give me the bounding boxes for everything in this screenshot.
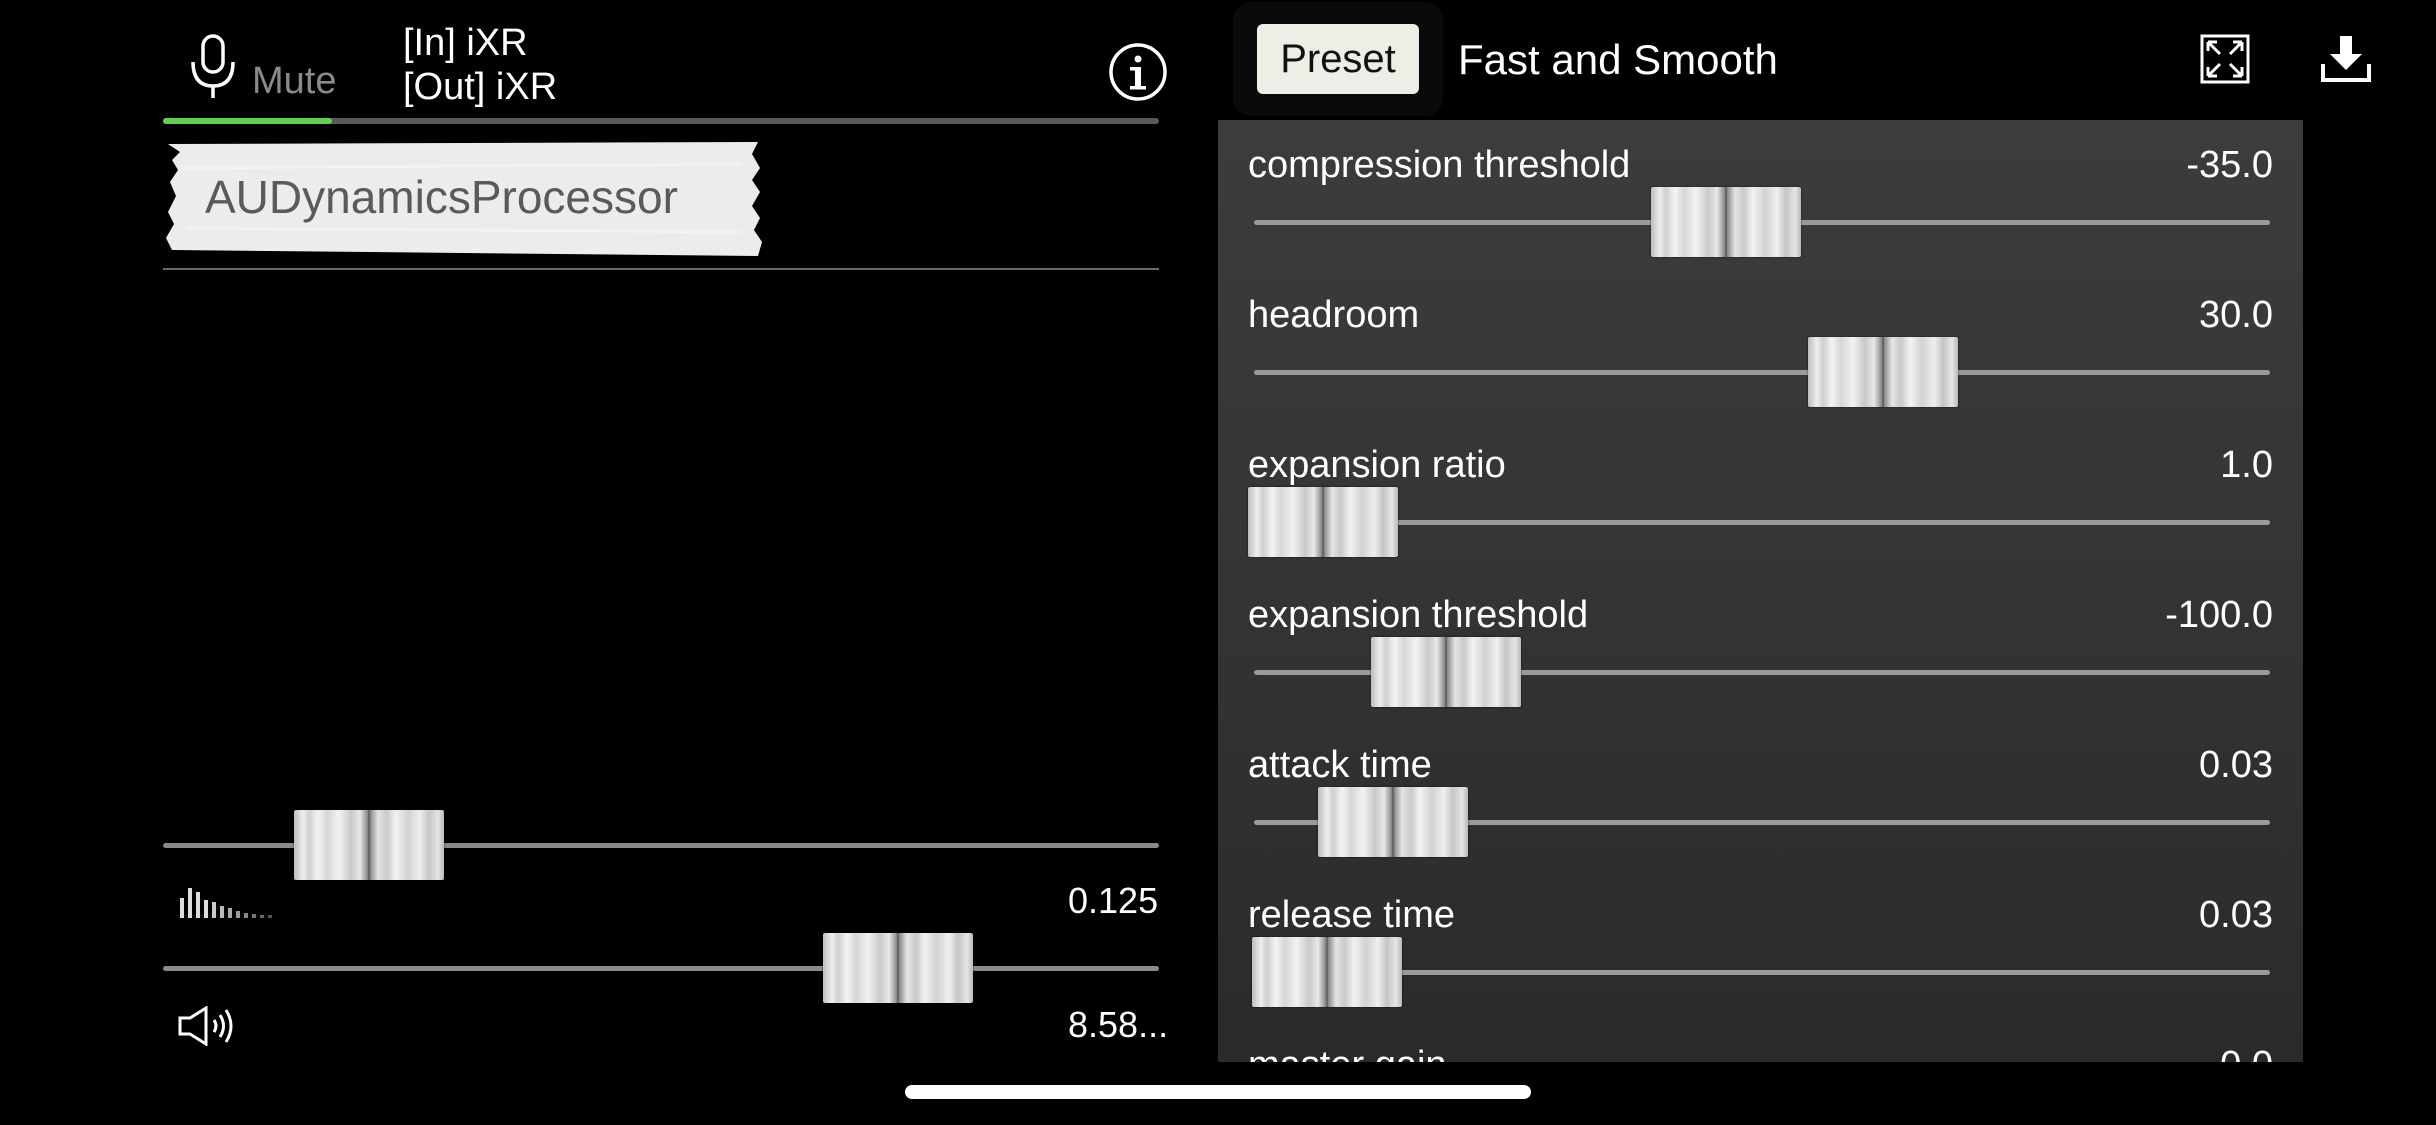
expand-icon[interactable] bbox=[2200, 34, 2250, 84]
volume-slider-track[interactable] bbox=[163, 966, 1159, 971]
param-name: expansion ratio bbox=[1248, 444, 1506, 486]
param-name: expansion threshold bbox=[1248, 594, 1589, 636]
signal-bars-icon bbox=[180, 888, 272, 918]
volume-value: 8.58... bbox=[1068, 1004, 1169, 1045]
param-value: -100.0 bbox=[2165, 594, 2273, 636]
param-slider-thumb[interactable] bbox=[1370, 637, 1521, 707]
param-value: 0.03 bbox=[2199, 894, 2273, 936]
param-slider-track[interactable] bbox=[1254, 370, 2270, 375]
plugin-name[interactable]: AUDynamicsProcessor bbox=[205, 171, 678, 223]
masking-tape-label bbox=[166, 142, 762, 256]
param-name: compression threshold bbox=[1248, 144, 1631, 186]
param-slider-track[interactable] bbox=[1254, 670, 2270, 675]
param-slider-track[interactable] bbox=[1254, 970, 2270, 975]
param-row-release-time: release time 0.03 bbox=[1218, 870, 2303, 1020]
param-value: 1.0 bbox=[2220, 444, 2273, 486]
input-level-meter-track bbox=[163, 118, 1159, 124]
param-value: 30.0 bbox=[2199, 294, 2273, 336]
divider bbox=[163, 268, 1159, 270]
input-level-meter-fill bbox=[163, 118, 333, 124]
param-slider-track[interactable] bbox=[1254, 820, 2270, 825]
param-value: 0.0 bbox=[2220, 1044, 2273, 1062]
microphone-icon[interactable] bbox=[183, 32, 243, 102]
param-slider-thumb[interactable] bbox=[1252, 937, 1403, 1007]
home-indicator[interactable] bbox=[905, 1085, 1531, 1099]
mute-button[interactable]: Mute bbox=[252, 60, 337, 102]
param-slider-thumb[interactable] bbox=[1650, 187, 1801, 257]
param-slider-thumb[interactable] bbox=[1248, 487, 1398, 557]
speaker-icon bbox=[178, 1006, 233, 1046]
output-route-label[interactable]: [Out] iXR bbox=[403, 66, 558, 108]
param-value: 0.03 bbox=[2199, 744, 2273, 786]
param-row-headroom: headroom 30.0 bbox=[1218, 270, 2303, 420]
info-icon[interactable] bbox=[1108, 42, 1168, 102]
param-row-expansion-ratio: expansion ratio 1.0 bbox=[1218, 420, 2303, 570]
param-row-master-gain: master gain 0.0 bbox=[1218, 1020, 2303, 1062]
param-slider-track[interactable] bbox=[1254, 520, 2270, 525]
volume-slider-thumb[interactable] bbox=[822, 933, 973, 1003]
param-row-compression-threshold: compression threshold -35.0 bbox=[1218, 120, 2303, 270]
param-name: headroom bbox=[1248, 294, 1420, 336]
preset-button[interactable]: Preset bbox=[1257, 24, 1419, 94]
download-icon[interactable] bbox=[2320, 34, 2372, 84]
mix-slider-thumb[interactable] bbox=[294, 810, 445, 880]
param-name: attack time bbox=[1248, 744, 1432, 786]
mix-value: 0.125 bbox=[1068, 880, 1159, 921]
parameter-panel[interactable]: compression threshold -35.0 headroom 30.… bbox=[1218, 120, 2303, 1062]
param-name: release time bbox=[1248, 894, 1455, 936]
preset-name: Fast and Smooth bbox=[1458, 36, 1778, 83]
param-row-attack-time: attack time 0.03 bbox=[1218, 720, 2303, 870]
param-row-expansion-threshold: expansion threshold -100.0 bbox=[1218, 570, 2303, 720]
param-value: -35.0 bbox=[2186, 144, 2273, 186]
param-slider-thumb[interactable] bbox=[1808, 337, 1958, 407]
mix-slider-track[interactable] bbox=[163, 843, 1159, 848]
param-name: master gain bbox=[1248, 1044, 1447, 1062]
param-slider-thumb[interactable] bbox=[1318, 787, 1468, 857]
input-route-label[interactable]: [In] iXR bbox=[403, 22, 528, 64]
